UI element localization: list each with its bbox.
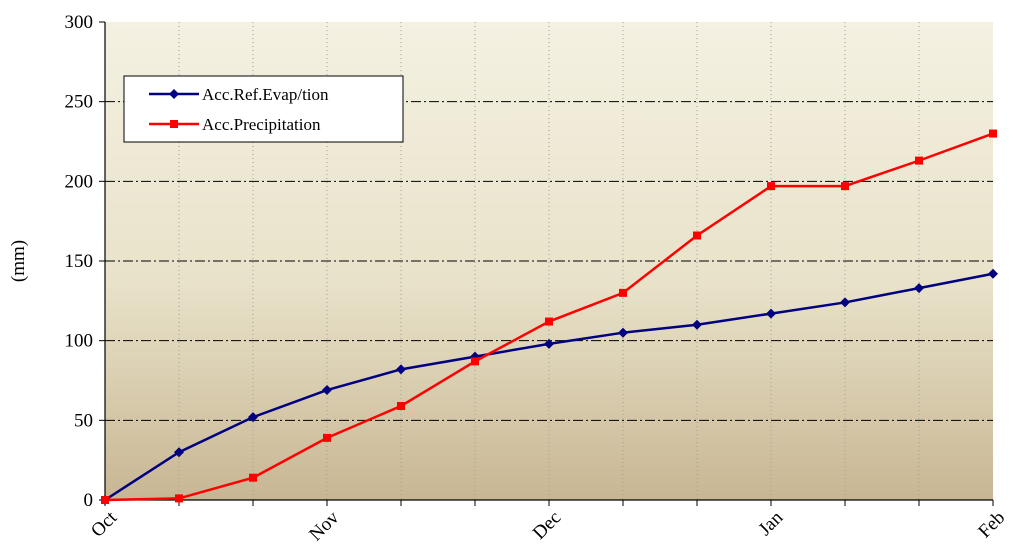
- data-point: [767, 182, 775, 191]
- y-tick-label: 250: [65, 92, 94, 113]
- x-tick-label: Oct: [87, 507, 122, 542]
- data-point: [249, 473, 257, 482]
- data-point: [840, 297, 850, 308]
- x-tick-label: Jan: [755, 507, 788, 540]
- data-point: [693, 231, 701, 240]
- data-point: [397, 401, 405, 410]
- data-point: [619, 288, 627, 297]
- x-tick-label: Feb: [974, 507, 1009, 542]
- data-point: [989, 129, 997, 138]
- data-point: [544, 338, 554, 349]
- legend-label: Acc.Precipitation: [202, 115, 321, 134]
- data-point: [841, 182, 849, 191]
- data-point: [396, 364, 406, 375]
- data-point: [323, 433, 331, 442]
- data-point: [170, 120, 178, 128]
- series-group: [100, 129, 998, 505]
- data-point: [618, 327, 628, 338]
- data-point: [174, 447, 184, 458]
- data-point: [322, 385, 332, 396]
- y-tick-label: 200: [65, 171, 94, 192]
- legend-box: [123, 75, 404, 143]
- y-tick-labels: 0 50 100 150 200 250 300: [65, 12, 94, 511]
- y-tick-label: 150: [65, 251, 94, 272]
- y-axis-label: (mm): [8, 240, 29, 282]
- data-point: [248, 412, 258, 423]
- y-tick-label: 50: [74, 410, 93, 431]
- data-point: [175, 494, 183, 503]
- y-tick-label: 0: [84, 490, 94, 511]
- data-point: [692, 319, 702, 330]
- data-point: [101, 496, 109, 504]
- y-tick-label: 300: [65, 12, 94, 33]
- legend-entry: Acc.Precipitation: [149, 115, 321, 134]
- data-point: [471, 357, 479, 366]
- x-tick-label: Dec: [529, 507, 565, 543]
- data-point: [914, 283, 924, 294]
- data-point: [915, 156, 923, 165]
- data-point: [169, 89, 179, 99]
- y-tick-label: 100: [65, 331, 94, 352]
- legend-entry: Acc.Ref.Evap/tion: [149, 85, 329, 104]
- data-point: [988, 268, 998, 279]
- series-precipitation: [101, 129, 997, 504]
- legend: Acc.Ref.Evap/tion Acc.Precipitation: [123, 75, 404, 143]
- legend-label: Acc.Ref.Evap/tion: [202, 85, 329, 104]
- data-point: [545, 317, 553, 326]
- data-point: [766, 308, 776, 319]
- x-tick-labels: Oct Nov Dec Jan Feb: [87, 507, 1009, 546]
- axes: [99, 21, 994, 506]
- x-tick-label: Nov: [305, 507, 343, 545]
